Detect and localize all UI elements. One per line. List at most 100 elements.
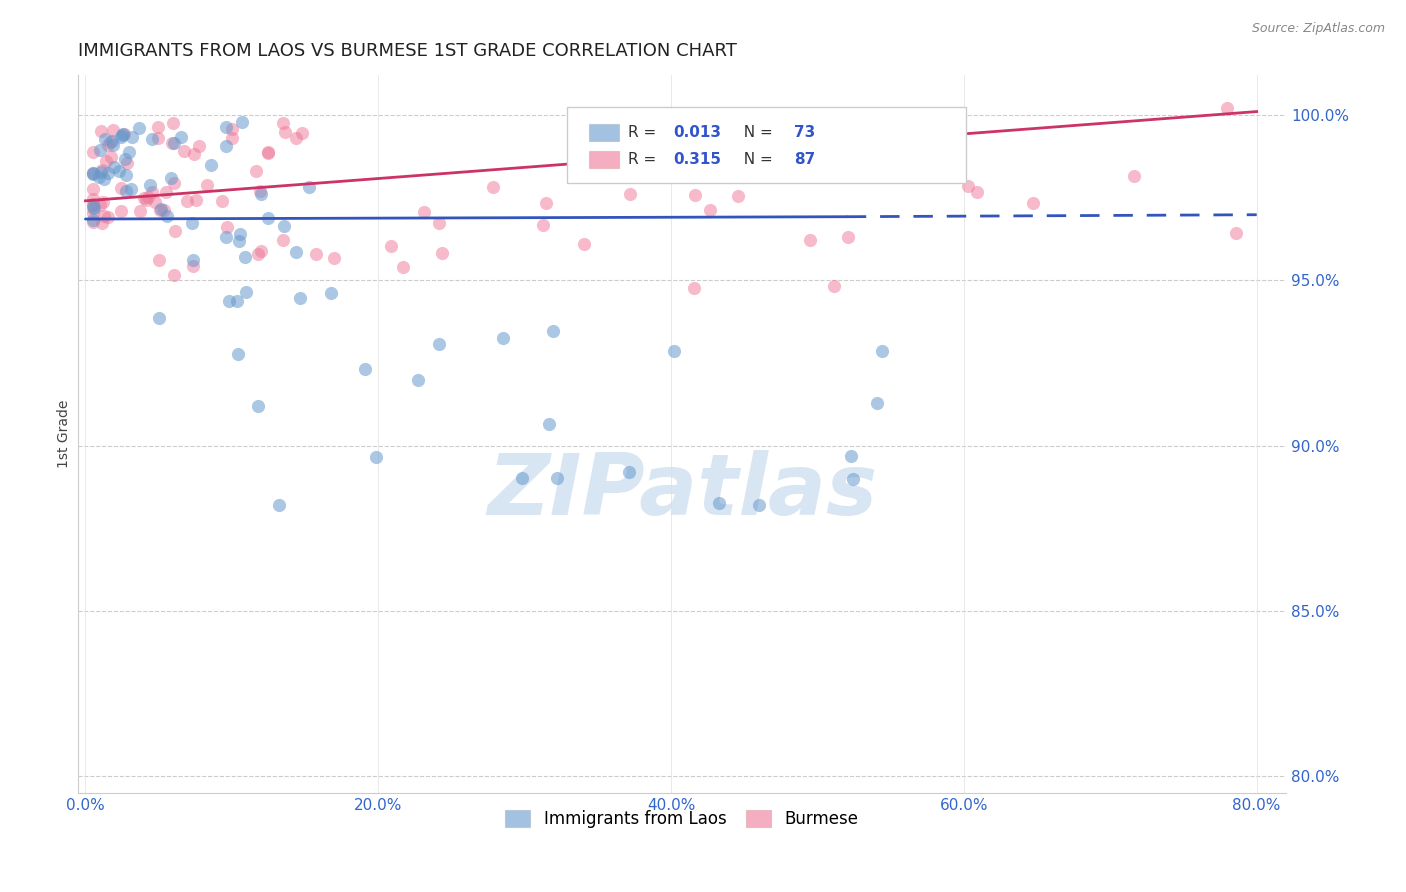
Point xyxy=(247,247,270,261)
Point xyxy=(160,171,183,186)
Point xyxy=(727,189,749,203)
Point xyxy=(748,498,770,512)
Point xyxy=(183,147,205,161)
Point xyxy=(432,245,454,260)
Point xyxy=(406,373,429,387)
Point xyxy=(215,229,238,244)
Point xyxy=(839,449,862,463)
Point xyxy=(273,125,295,139)
Point xyxy=(799,233,821,247)
Point xyxy=(392,260,415,274)
Point xyxy=(120,181,142,195)
Point xyxy=(100,150,122,164)
Point xyxy=(546,471,568,485)
Point xyxy=(218,294,240,309)
Point xyxy=(536,196,558,211)
Point xyxy=(156,210,179,224)
Point xyxy=(90,124,112,138)
Point xyxy=(322,251,344,265)
Text: N =: N = xyxy=(734,153,778,168)
Bar xyxy=(589,124,619,141)
Point xyxy=(128,121,150,136)
Point xyxy=(181,253,204,268)
Point xyxy=(305,246,328,260)
Point xyxy=(170,130,193,145)
Point xyxy=(231,114,253,128)
Point xyxy=(91,194,114,209)
Point xyxy=(491,331,513,345)
Point xyxy=(82,167,104,181)
Point xyxy=(148,311,170,326)
Point xyxy=(221,130,243,145)
Point xyxy=(541,324,564,338)
Point xyxy=(215,120,238,135)
Point xyxy=(149,202,172,216)
Point xyxy=(100,135,122,149)
Point xyxy=(148,131,170,145)
Point xyxy=(512,471,534,485)
Point xyxy=(83,201,105,215)
Point xyxy=(101,134,124,148)
Point xyxy=(866,395,889,409)
Text: 0.315: 0.315 xyxy=(673,153,721,168)
Point xyxy=(96,166,118,180)
Point xyxy=(211,194,233,208)
Point xyxy=(148,253,170,268)
Point xyxy=(112,127,135,141)
Point xyxy=(235,285,257,299)
Point xyxy=(163,268,186,283)
Point xyxy=(139,178,162,192)
Point xyxy=(173,144,195,158)
Point xyxy=(136,190,159,204)
Point xyxy=(574,236,596,251)
Point xyxy=(273,233,295,247)
Point xyxy=(226,346,249,360)
Point xyxy=(957,179,980,194)
Point xyxy=(112,128,135,142)
Point xyxy=(217,219,239,234)
Point xyxy=(82,166,104,180)
Point xyxy=(93,171,115,186)
Point xyxy=(285,131,308,145)
Point xyxy=(162,136,184,151)
Point xyxy=(87,170,110,185)
Point xyxy=(200,158,222,172)
Point xyxy=(531,218,554,232)
Text: IMMIGRANTS FROM LAOS VS BURMESE 1ST GRADE CORRELATION CHART: IMMIGRANTS FROM LAOS VS BURMESE 1ST GRAD… xyxy=(79,42,737,60)
Point xyxy=(250,186,273,201)
Point xyxy=(291,126,314,140)
Point xyxy=(176,194,198,208)
Point xyxy=(226,293,249,308)
Point xyxy=(966,186,988,200)
Point xyxy=(135,194,157,208)
Point xyxy=(111,128,134,143)
Point xyxy=(1123,169,1146,183)
Point xyxy=(118,145,141,160)
Point xyxy=(162,116,184,130)
FancyBboxPatch shape xyxy=(567,108,966,183)
Point xyxy=(413,205,436,219)
Point xyxy=(165,224,187,238)
Point xyxy=(364,450,387,465)
Point xyxy=(247,399,270,413)
Text: ZIPatlas: ZIPatlas xyxy=(486,450,877,533)
Point xyxy=(707,496,730,510)
Point xyxy=(82,145,104,160)
Point xyxy=(82,196,104,211)
Y-axis label: 1st Grade: 1st Grade xyxy=(58,400,72,468)
Point xyxy=(429,337,451,351)
Point xyxy=(1022,196,1045,211)
Point xyxy=(97,210,120,224)
Point xyxy=(82,199,104,213)
Point xyxy=(110,129,132,144)
Point xyxy=(115,184,138,198)
Point xyxy=(427,216,450,230)
Point xyxy=(82,201,104,215)
Point xyxy=(256,146,278,161)
Text: 73: 73 xyxy=(794,125,815,140)
Point xyxy=(837,230,859,244)
Point xyxy=(110,204,132,219)
Point xyxy=(870,344,893,359)
Point xyxy=(82,192,104,206)
Text: R =: R = xyxy=(627,125,661,140)
